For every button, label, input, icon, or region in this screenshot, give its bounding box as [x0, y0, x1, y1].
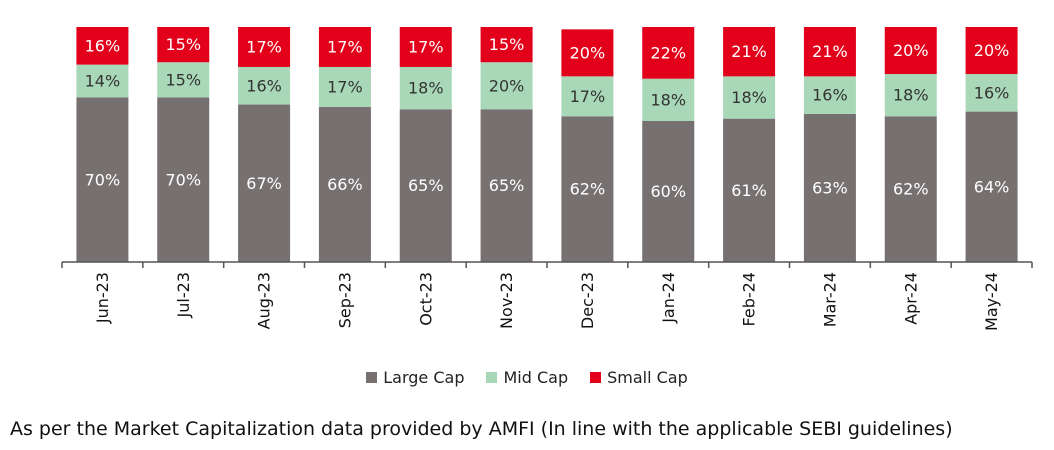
bar-value-label-small-cap: 17% — [246, 37, 282, 56]
legend-item-mid-cap: Mid Cap — [486, 368, 568, 387]
bar-value-label-small-cap: 15% — [489, 35, 525, 54]
bar-segment-small-cap — [642, 27, 695, 79]
bar-value-label-mid-cap: 16% — [246, 76, 282, 95]
bar-segment-mid-cap — [561, 76, 614, 117]
bar-value-label-large-cap: 62% — [570, 180, 606, 199]
bar-value-label-small-cap: 15% — [165, 35, 201, 54]
bar-segment-small-cap — [238, 27, 291, 67]
bar-segment-small-cap — [561, 29, 614, 77]
bar-value-label-large-cap: 65% — [408, 176, 444, 195]
bar-segment-small-cap — [399, 27, 452, 67]
bar-value-label-mid-cap: 15% — [165, 70, 201, 89]
x-axis-tick-label: Sep-23 — [335, 272, 354, 328]
bar-value-label-large-cap: 70% — [165, 170, 201, 189]
bar-segment-mid-cap — [884, 74, 937, 117]
bar-value-label-large-cap: 62% — [893, 180, 929, 199]
bar-value-label-mid-cap: 18% — [731, 88, 767, 107]
bar-segment-large-cap — [884, 116, 937, 262]
bar-segment-large-cap — [238, 104, 291, 262]
bar-segment-large-cap — [642, 121, 695, 262]
legend-swatch-small-cap — [590, 372, 602, 383]
bar-segment-large-cap — [803, 113, 856, 262]
bar-segment-large-cap — [561, 116, 614, 262]
x-axis-tick-label: Dec-23 — [578, 272, 597, 329]
bar-value-label-small-cap: 16% — [85, 36, 121, 55]
x-axis-tick-label: Apr-24 — [901, 272, 920, 325]
chart-legend: Large Cap Mid Cap Small Cap — [0, 368, 1054, 387]
bar-segment-large-cap — [480, 109, 533, 262]
bar-segment-small-cap — [480, 27, 533, 63]
bar-segment-mid-cap — [76, 64, 129, 98]
bar-value-label-large-cap: 70% — [85, 170, 121, 189]
bar-value-label-small-cap: 20% — [893, 41, 929, 60]
bar-segment-small-cap — [723, 27, 776, 77]
bar-value-label-large-cap: 67% — [246, 174, 282, 193]
bar-segment-large-cap — [157, 97, 210, 262]
bar-value-label-small-cap: 21% — [731, 42, 767, 61]
bar-segment-large-cap — [318, 106, 371, 263]
bar-value-label-mid-cap: 18% — [650, 90, 686, 109]
x-axis-tick-label: Oct-23 — [416, 272, 435, 326]
x-axis-tick-label: May-24 — [982, 272, 1001, 331]
bar-segment-mid-cap — [157, 62, 210, 98]
bar-value-label-large-cap: 63% — [812, 178, 848, 197]
bar-value-label-mid-cap: 17% — [570, 87, 606, 106]
legend-item-small-cap: Small Cap — [590, 368, 688, 387]
bar-value-label-mid-cap: 14% — [85, 72, 121, 91]
bar-segment-small-cap — [76, 27, 129, 65]
legend-item-large-cap: Large Cap — [366, 368, 464, 387]
bar-segment-large-cap — [399, 109, 452, 262]
stacked-bar-chart: 70% 14% 16% Jun-23 70% 15% 15% Jul-23 67% 16% 17% A… — [61, 27, 1033, 331]
bar-segment-mid-cap — [238, 66, 291, 105]
bar-segment-mid-cap — [803, 76, 856, 114]
x-axis-tick-label: Jun-23 — [93, 272, 112, 324]
legend-swatch-mid-cap — [486, 372, 498, 383]
bar-value-label-mid-cap: 16% — [812, 86, 848, 105]
bar-value-label-small-cap: 21% — [812, 42, 848, 61]
bar-segment-small-cap — [965, 27, 1018, 74]
legend-label-large-cap: Large Cap — [383, 368, 465, 387]
bar-value-label-mid-cap: 16% — [974, 83, 1010, 102]
bar-value-label-mid-cap: 18% — [408, 79, 444, 98]
bar-segment-mid-cap — [723, 76, 776, 119]
x-axis-tick-label: Aug-23 — [255, 272, 274, 329]
bar-value-label-mid-cap: 18% — [893, 86, 929, 105]
bar-value-label-small-cap: 22% — [650, 43, 686, 62]
bar-value-label-small-cap: 17% — [408, 37, 444, 56]
bar-segment-large-cap — [76, 97, 129, 262]
bar-segment-mid-cap — [318, 66, 371, 107]
legend-label-small-cap: Small Cap — [607, 368, 688, 387]
x-axis-tick-label: Mar-24 — [820, 272, 839, 327]
x-axis-tick-label: Jan-24 — [659, 272, 678, 324]
bar-segment-small-cap — [157, 27, 210, 63]
x-axis-tick-label: Jul-23 — [174, 272, 193, 318]
bar-value-label-large-cap: 66% — [327, 175, 363, 194]
bar-segment-mid-cap — [480, 62, 533, 110]
bar-segment-mid-cap — [965, 74, 1018, 112]
bar-segment-large-cap — [965, 111, 1018, 262]
chart-footnote: As per the Market Capitalization data pr… — [10, 418, 953, 440]
bar-value-label-large-cap: 61% — [731, 181, 767, 200]
bar-segment-mid-cap — [642, 78, 695, 121]
x-axis-tick-label: Feb-24 — [740, 272, 759, 326]
bar-segment-small-cap — [803, 27, 856, 77]
x-axis-tick-label: Nov-23 — [497, 272, 516, 329]
legend-label-mid-cap: Mid Cap — [503, 368, 569, 387]
bar-segment-small-cap — [318, 27, 371, 67]
bar-segment-large-cap — [723, 118, 776, 263]
bar-segment-small-cap — [884, 27, 937, 74]
legend-swatch-large-cap — [366, 372, 378, 383]
bar-value-label-large-cap: 64% — [974, 177, 1010, 196]
bar-value-label-mid-cap: 17% — [327, 77, 363, 96]
bar-value-label-large-cap: 65% — [489, 176, 525, 195]
bar-value-label-small-cap: 17% — [327, 37, 363, 56]
bar-value-label-small-cap: 20% — [974, 41, 1010, 60]
bar-segment-mid-cap — [399, 66, 452, 110]
bar-value-label-large-cap: 60% — [650, 182, 686, 201]
bar-value-label-mid-cap: 20% — [489, 76, 525, 95]
bar-value-label-small-cap: 20% — [570, 43, 606, 62]
